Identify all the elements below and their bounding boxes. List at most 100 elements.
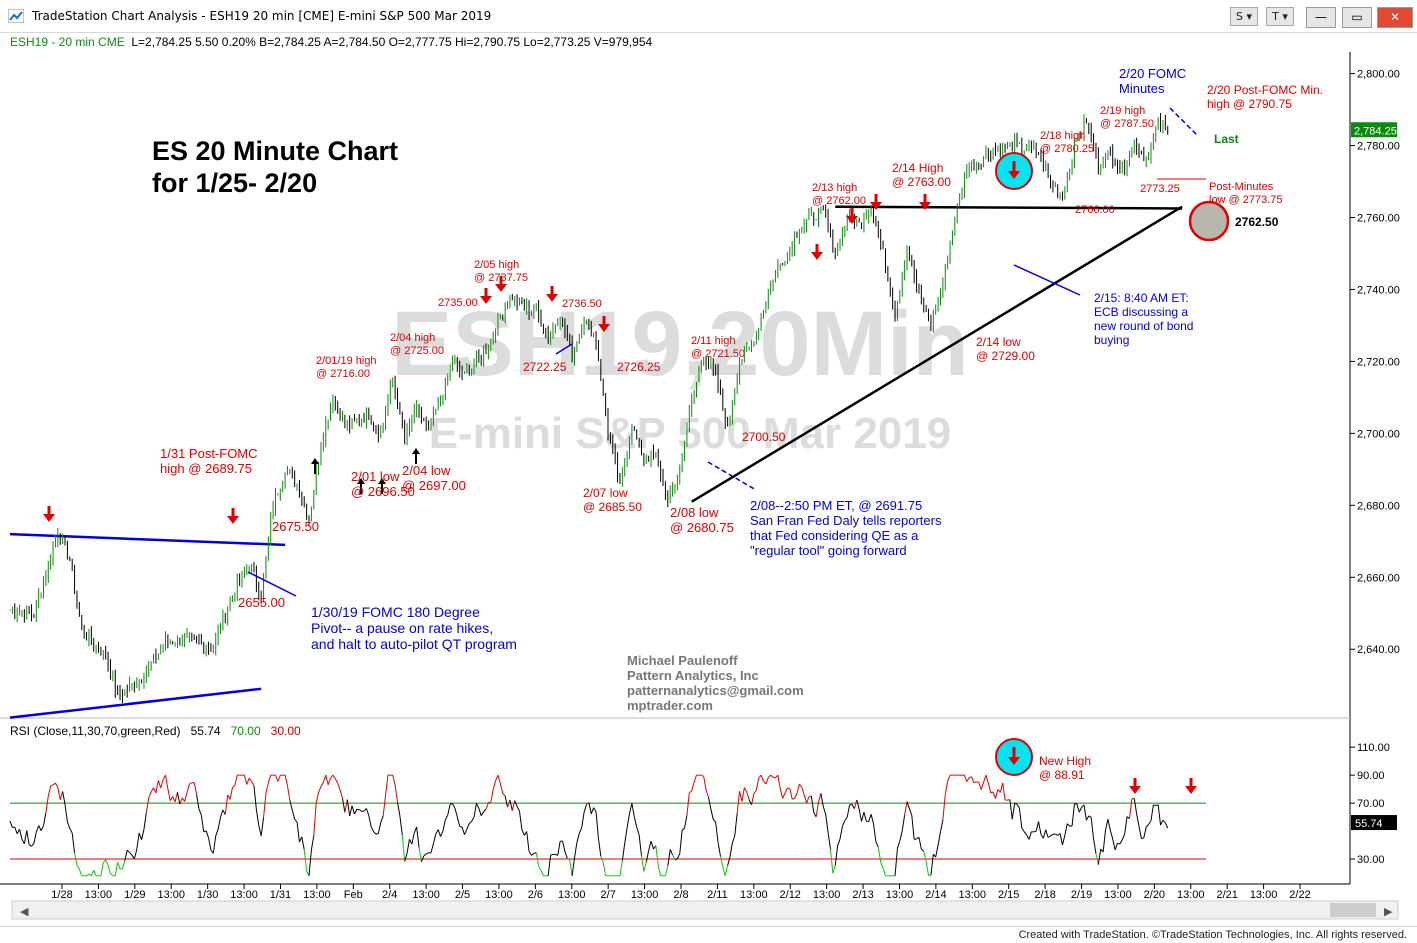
rsi-line-segment — [656, 846, 658, 866]
rsi-line-segment — [1137, 814, 1139, 827]
rsi-line-segment — [1058, 834, 1060, 836]
scrollbar-thumb[interactable] — [1330, 903, 1376, 917]
rsi-line-segment — [1077, 804, 1079, 812]
rsi-line-segment — [1041, 834, 1043, 838]
target-circle-icon — [1190, 202, 1228, 240]
rsi-line-segment — [132, 855, 134, 859]
s-menu-button[interactable]: S ▾ — [1230, 7, 1258, 26]
rsi-line-segment — [395, 785, 397, 802]
rsi-line-segment — [756, 778, 758, 790]
rsi-line-segment — [1094, 839, 1096, 854]
rsi-line-segment — [43, 813, 45, 826]
rsi-line-segment — [383, 795, 385, 816]
rsi-line-segment — [398, 802, 400, 816]
rsi-line-segment — [333, 775, 335, 779]
rsi-line-segment — [1015, 803, 1017, 804]
x-tick-label: 2/15 — [998, 889, 1019, 901]
rsi-line-segment — [541, 871, 543, 876]
rsi-line-segment — [1019, 808, 1021, 828]
rsi-line-segment — [778, 775, 780, 788]
x-tick-label: 2/4 — [382, 889, 397, 901]
rsi-line-segment — [692, 782, 694, 791]
rsi-line-segment — [170, 796, 172, 800]
rsi-line-segment — [1048, 836, 1050, 838]
x-tick-label: 2/19 — [1071, 889, 1092, 901]
down-arrow-red-icon — [1129, 778, 1141, 794]
rsi-line-segment — [1113, 839, 1115, 850]
rsi-line-segment — [276, 775, 278, 781]
footer-credits: Created with TradeStation. ©TradeStation… — [1019, 929, 1407, 941]
x-tick-label: 2/11 — [707, 889, 728, 901]
rsi-line-segment — [943, 794, 945, 820]
rsi-line-segment — [1046, 830, 1048, 838]
t-menu-button[interactable]: T ▾ — [1266, 7, 1294, 26]
rsi-line-segment — [450, 804, 452, 805]
rsi-line-segment — [448, 804, 450, 815]
rsi-line-segment — [259, 825, 261, 836]
rsi-line-segment — [730, 843, 732, 857]
rsi-line-segment — [945, 781, 947, 794]
rsi-line-segment — [232, 785, 234, 787]
close-button[interactable]: ✕ — [1377, 7, 1413, 28]
rsi-line-segment — [187, 784, 189, 793]
rsi-line-segment — [670, 850, 672, 855]
rsi-line-segment — [1144, 827, 1146, 838]
rsi-line-segment — [689, 791, 691, 793]
symbol-label: ESH19 - 20 min CME — [10, 35, 125, 49]
rsi-line-segment — [20, 829, 22, 839]
rsi-tick-label: 30.00 — [1357, 854, 1385, 866]
rsi-line-segment — [988, 783, 990, 793]
rsi-line-segment — [809, 796, 811, 797]
rsi-line-segment — [594, 808, 596, 812]
rsi-line-segment — [285, 775, 287, 786]
rsi-line-segment — [165, 775, 167, 789]
rsi-line-segment — [869, 814, 871, 821]
rsi-line-segment — [302, 837, 304, 850]
rsi-line-segment — [505, 796, 507, 807]
rsi-line-segment — [261, 818, 263, 836]
minimize-button[interactable]: — — [1306, 7, 1336, 28]
rsi-line-segment — [1158, 805, 1160, 825]
annotation-red-label: 2/08 low@ 2680.75 — [670, 505, 734, 535]
rsi-line-segment — [895, 848, 897, 875]
rsi-line-segment — [53, 783, 55, 785]
rsi-line-segment — [378, 822, 380, 833]
rsi-line-segment — [462, 827, 464, 835]
rsi-line-segment — [845, 817, 847, 820]
rsi-line-segment — [1017, 804, 1019, 808]
rsi-line-segment — [682, 828, 684, 830]
rsi-line-segment — [792, 799, 794, 800]
scroll-left-icon[interactable]: ◀ — [20, 906, 29, 918]
rsi-line-segment — [876, 842, 878, 847]
rsi-line-segment — [811, 796, 813, 812]
rsi-line-segment — [967, 778, 969, 782]
rsi-line-segment — [1051, 834, 1053, 836]
maximize-button[interactable]: ▭ — [1342, 7, 1372, 28]
y-tick-label: 2,760.00 — [1357, 213, 1400, 225]
rsi-line-segment — [766, 778, 768, 784]
rsi-line-segment — [1098, 849, 1100, 865]
rsi-line-segment — [247, 778, 249, 784]
rsi-line-segment — [996, 789, 998, 798]
rsi-line-segment — [1003, 783, 1005, 800]
rsi-line-segment — [704, 776, 706, 790]
scroll-right-icon[interactable]: ▶ — [1384, 906, 1393, 918]
rsi-line-segment — [48, 786, 50, 796]
horizontal-scrollbar[interactable] — [12, 901, 1398, 919]
rsi-line-segment — [460, 826, 462, 827]
symbol-info-bar: ESH19 - 20 min CME L=2,784.25 5.50 0.20%… — [10, 35, 652, 49]
trendline — [10, 534, 285, 545]
rsi-line-segment — [1110, 830, 1112, 839]
rsi-line-segment — [479, 808, 481, 815]
down-arrow-red-icon — [546, 286, 558, 302]
rsi-line-segment — [1027, 835, 1029, 840]
rsi-line-segment — [783, 793, 785, 798]
rsi-line-segment — [455, 808, 457, 817]
rsi-line-segment — [747, 792, 749, 800]
annotation-red-label: 2/14 low@ 2729.00 — [976, 335, 1035, 363]
annotation-red-label: 2/01 low@ 2696.50 — [351, 469, 415, 499]
rsi-line-segment — [665, 866, 667, 876]
rsi-line-segment — [790, 788, 792, 799]
